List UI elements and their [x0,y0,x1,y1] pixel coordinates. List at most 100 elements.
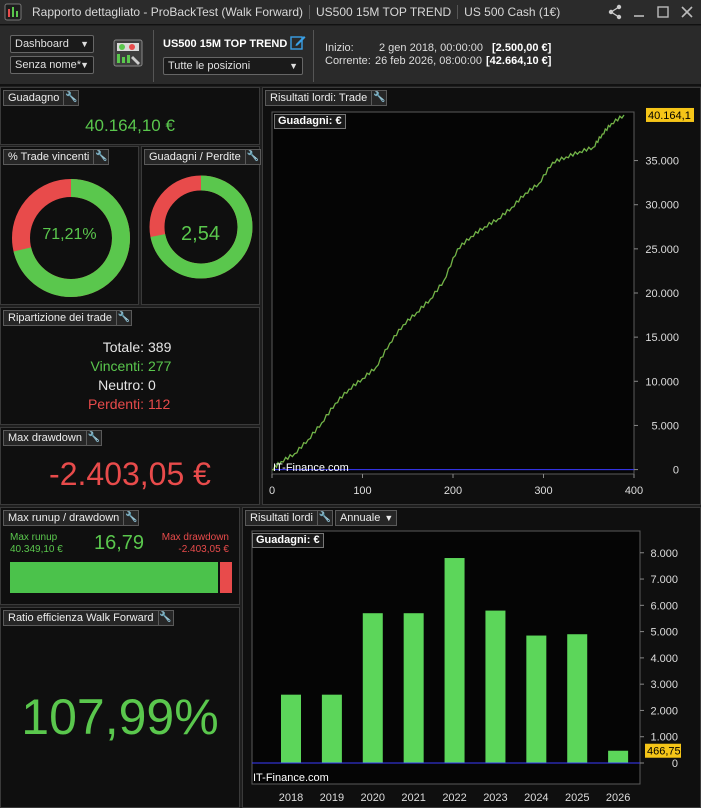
current-label: Corrente: [325,55,371,67]
win-value: 277 [148,358,172,374]
wrench-icon[interactable]: 🔧 [64,90,80,106]
strategy-icon[interactable] [113,38,145,70]
x-tick-label: 400 [625,485,643,497]
panel-title: % Trade vincenti [3,149,95,165]
y-tick-label: 20.000 [645,288,679,300]
panel-header: Max drawdown 🔧 [3,430,102,446]
y-tick-label: 5.000 [650,627,678,639]
win-label: Vincenti: [90,358,144,374]
watermark-text: IT-Finance.com [273,462,349,474]
window-title: Rapporto dettagliato - ProBackTest (Walk… [26,5,310,19]
strategy-title: US500 15M TOP TREND [310,5,459,19]
total-value: 389 [148,339,172,355]
share-icon[interactable] [607,4,623,20]
breakdown-list: Totale: 389 Vincenti: 277 Neutro: 0 Perdent… [59,338,184,414]
neutral-value: 0 [148,377,156,393]
panel-header: Ripartizione dei trade 🔧 [3,310,132,326]
panel-title: Max drawdown [3,430,87,446]
last-value-label: 40.164,1 [648,110,691,122]
y-tick-label: 6.000 [650,600,678,612]
x-tick-label: 2025 [565,792,589,804]
minimize-icon[interactable] [631,4,647,20]
window-titlebar: Rapporto dettagliato - ProBackTest (Walk… [0,0,701,25]
dashboard-select[interactable]: Dashboard ▼ [10,35,94,53]
y-tick-label: 5.000 [651,420,679,432]
runup-label: Max runup [10,532,58,543]
donut-gain-arc [149,175,253,279]
x-tick-label: 200 [444,485,462,497]
chart-series-label: Guadagni: € [274,114,346,129]
maximize-icon[interactable] [655,4,671,20]
panel-header: Guadagni / Perdite 🔧 [144,149,261,165]
equity-line-chart: 0 5.000 10.000 15.000 20.000 25.000 30.000 35.0… [269,107,694,497]
panel-header: Guadagno 🔧 [3,90,80,106]
wrench-icon[interactable]: 🔧 [372,90,388,106]
y-tick-label: 8.000 [650,548,678,560]
plot-area [271,111,635,475]
close-icon[interactable] [679,4,695,20]
panel-title: Ripartizione dei trade [3,310,117,326]
breakdown-loss-row: Perdenti: 112 [59,395,184,414]
guadagno-value: 40.164,10 € [85,116,175,135]
total-label: Totale: [102,339,144,355]
panel-header: % Trade vincenti 🔧 [3,149,110,165]
start-capital: [2.500,00 €] [492,42,552,54]
y-tick-label: 0 [673,465,679,477]
drawdown-value: -2.403,05 € [178,544,229,555]
x-tick-label: 100 [353,485,371,497]
y-tick-label: 4.000 [650,653,678,665]
panel-header: Risultati lordi: Trade 🔧 [265,90,388,106]
annual-bar-chart: 0 1.000 2.000 3.000 4.000 5.000 6.000 7.000 8.00… [251,530,681,804]
drawdown-label: Max drawdown [161,532,229,543]
panel-guadagno: Guadagno 🔧 40.164,10 € [0,87,260,145]
edit-icon[interactable] [290,34,306,50]
bar-2019 [321,694,342,763]
panel-title: Risultati lordi [245,510,318,526]
period-select[interactable]: Annuale ▼ [334,510,398,526]
chevron-down-icon: ▼ [384,513,394,523]
x-tick-label: 2018 [279,792,303,804]
panel-trade-breakdown: Ripartizione dei trade 🔧 Totale: 389 Vinc… [0,307,260,425]
gains-losses-donut [149,175,253,279]
chevron-down-icon: ▼ [80,60,89,70]
donut-win-arc [12,179,130,297]
panel-gains-losses: Guadagni / Perdite 🔧 2,54 [141,146,261,305]
wrench-icon[interactable]: 🔧 [86,430,102,446]
breakdown-neutral-row: Neutro: 0 [59,376,184,395]
bar-2022 [444,558,465,763]
wrench-icon[interactable]: 🔧 [317,510,333,526]
panel-title: Ratio efficienza Walk Forward [3,610,159,626]
name-select-value: Senza nome* [15,59,82,71]
breakdown-total-row: Totale: 389 [59,338,184,357]
gains-losses-value: 2,54 [181,223,220,245]
panel-runup-drawdown: Max runup / drawdown 🔧 Max runup 40.349,… [0,507,240,605]
breakdown-win-row: Vincenti: 277 [59,357,184,376]
x-tick-label: 2026 [606,792,630,804]
chevron-down-icon: ▼ [80,39,89,49]
neutral-label: Neutro: [98,377,144,393]
wrench-icon[interactable]: 🔧 [116,310,132,326]
app-logo-icon [4,3,22,21]
y-tick-label: 1.000 [650,732,678,744]
win-percentage-value: 71,21% [42,226,97,243]
panel-gross-annual: Risultati lordi 🔧 Annuale ▼ 0 1.000 2.000 3.… [242,507,701,808]
wrench-icon[interactable]: 🔧 [124,510,140,526]
header-separator [153,30,154,82]
panel-win-percentage: % Trade vincenti 🔧 71,21% [0,146,139,305]
instrument-title: US 500 Cash (1€) [464,5,561,19]
bar-2018 [281,694,301,763]
loss-value: 112 [148,396,171,412]
name-select[interactable]: Senza nome* ▼ [10,56,94,74]
panel-header: Ratio efficienza Walk Forward 🔧 [3,610,174,626]
period-select-value: Annuale [339,512,381,524]
x-tick-label: 2022 [442,792,466,804]
bar-2023 [485,610,506,763]
positions-select[interactable]: Tutte le posizioni ▼ [163,57,303,75]
positions-select-value: Tutte le posizioni [168,60,251,72]
wrench-icon[interactable]: 🔧 [158,610,174,626]
wrench-icon[interactable]: 🔧 [245,149,261,165]
win-donut [12,179,130,297]
x-tick-label: 300 [534,485,552,497]
wrench-icon[interactable]: 🔧 [94,149,110,165]
y-tick-label: 25.000 [645,244,679,256]
